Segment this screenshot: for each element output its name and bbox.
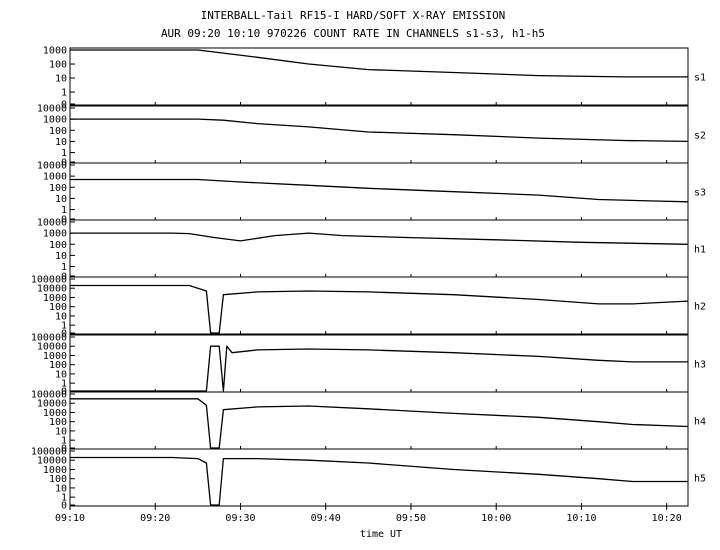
series-line-s3 (70, 178, 689, 203)
y-tick-label: 10 (55, 74, 67, 85)
panel-label-s1: s1 (694, 73, 706, 84)
panel-frame (69, 276, 689, 335)
chart-title: INTERBALL-Tail RF15-I HARD/SOFT X-RAY EM… (201, 9, 506, 22)
y-tick-label: 1000 (43, 46, 67, 57)
series-line-s2 (70, 118, 689, 143)
panel-label-h4: h4 (694, 417, 706, 428)
y-tick-label: 0 (61, 158, 67, 169)
x-tick-label: 09:40 (311, 513, 341, 524)
panel-frame (69, 391, 689, 450)
x-tick-label: 09:20 (140, 513, 170, 524)
y-tick-label: 0 (61, 329, 67, 340)
x-tick-label: 09:10 (55, 513, 85, 524)
y-tick-label: 0 (61, 272, 67, 283)
x-tick-label: 09:30 (225, 513, 255, 524)
panel-label-s2: s2 (694, 131, 706, 142)
y-tick-label: 1000 (43, 172, 67, 183)
y-tick-label: 1 (61, 205, 67, 216)
y-tick-label: 10 (55, 369, 67, 380)
y-tick-label: 10000 (37, 284, 67, 295)
y-tick-label: 10000 (37, 161, 67, 172)
y-tick-label: 1000 (43, 351, 67, 362)
x-tick-label: 10:00 (481, 513, 511, 524)
panel-frame (69, 162, 689, 221)
panel-frame (69, 105, 689, 164)
panel-label-s3: s3 (694, 188, 706, 199)
y-tick-label: 1000 (43, 293, 67, 304)
y-tick-label: 10 (55, 251, 67, 262)
y-tick-label: 10000 (37, 218, 67, 229)
y-tick-label: 100000 (31, 390, 67, 401)
y-tick-label: 100 (49, 240, 67, 251)
y-tick-label: 1 (61, 493, 67, 504)
y-tick-label: 0 (61, 387, 67, 398)
y-tick-label: 100 (49, 302, 67, 313)
y-tick-label: 10000 (37, 104, 67, 115)
y-tick-label: 100000 (31, 275, 67, 286)
y-tick-label: 100 (49, 60, 67, 71)
series-line-h2 (70, 284, 689, 334)
panel-label-h5: h5 (694, 474, 706, 485)
series-line-h5 (70, 456, 688, 506)
y-tick-label: 1 (61, 379, 67, 390)
y-tick-label: 1 (61, 262, 67, 273)
chart-subtitle: AUR 09:20 10:10 970226 COUNT RATE IN CHA… (161, 27, 545, 40)
x-tick-label: 10:10 (566, 513, 596, 524)
y-tick-label: 0 (61, 215, 67, 226)
y-tick-label: 100000 (31, 447, 67, 458)
y-tick-label: 100 (49, 126, 67, 137)
y-tick-label: 0 (61, 100, 67, 111)
series-line-h4 (70, 398, 689, 449)
y-tick-label: 1000 (43, 115, 67, 126)
y-tick-label: 0 (61, 444, 67, 455)
panel-stack: 10001001010s11000010001001010s2100001000… (31, 46, 706, 512)
y-tick-label: 10 (55, 426, 67, 437)
panel-frame (69, 448, 689, 507)
y-tick-label: 1000 (43, 465, 67, 476)
y-tick-label: 100 (49, 417, 67, 428)
y-tick-label: 1 (61, 321, 67, 332)
x-axis-label: time UT (360, 529, 402, 540)
panel-label-h3: h3 (694, 360, 706, 371)
x-tick-label: 09:50 (396, 513, 426, 524)
panel-frame (69, 334, 689, 393)
y-tick-label: 100000 (31, 333, 67, 344)
y-tick-label: 10 (55, 137, 67, 148)
y-tick-label: 1 (61, 148, 67, 159)
panel-label-h2: h2 (694, 302, 706, 313)
y-tick-label: 10000 (37, 456, 67, 467)
y-tick-label: 100 (49, 183, 67, 194)
y-tick-label: 1000 (43, 408, 67, 419)
series-line-s1 (70, 49, 688, 78)
y-tick-label: 10 (55, 483, 67, 494)
series-line-h3 (70, 345, 688, 392)
y-tick-label: 1 (61, 436, 67, 447)
y-tick-label: 10000 (37, 399, 67, 410)
y-tick-label: 10 (55, 194, 67, 205)
y-tick-label: 1000 (43, 229, 67, 240)
y-tick-label: 10 (55, 311, 67, 322)
panel-frame (69, 219, 689, 278)
y-tick-label: 10000 (37, 342, 67, 353)
x-axis: 09:10 09:20 09:30 09:40 09:50 10:00 10:10 10:20 (55, 102, 682, 524)
panel-s1: 1000 100 10 10 s1 (43, 46, 706, 111)
y-tick-label: 0 (61, 501, 67, 512)
y-tick-label: 1 (61, 88, 67, 99)
y-tick-label: 100 (49, 474, 67, 485)
y-tick-label: 100 (49, 360, 67, 371)
series-line-h1 (70, 232, 689, 245)
panel-label-h1: h1 (694, 245, 706, 256)
x-tick-label: 10:20 (652, 513, 682, 524)
